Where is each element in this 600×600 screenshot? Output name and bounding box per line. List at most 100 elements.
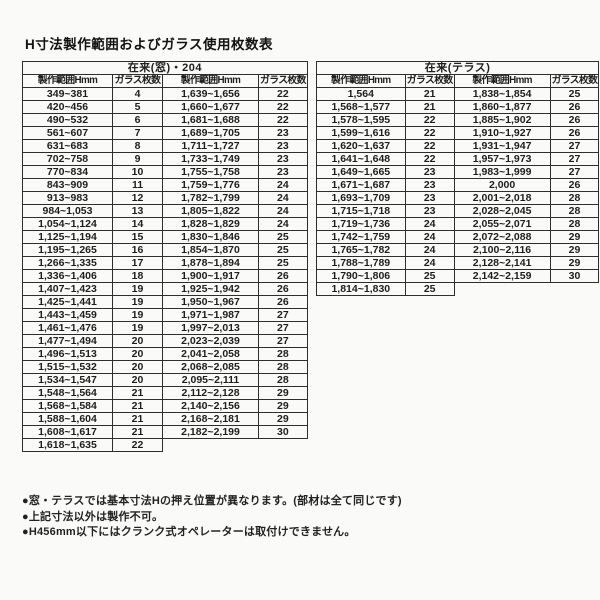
table-row: 1,425~1,441 19 1,950~1,967 26 (22, 295, 308, 309)
table-cell: 24 (404, 217, 455, 231)
table-cell: 1,814~1,830 (315, 282, 406, 296)
table-cell: 5 (112, 100, 163, 114)
table-cell: 26 (549, 113, 600, 127)
table-row: 702~758 9 1,733~1,749 23 (22, 152, 308, 166)
table-cell: 21 (112, 386, 163, 400)
table-cell: 631~683 (22, 139, 113, 153)
table-row: 1,496~1,513 20 2,041~2,058 28 (22, 347, 308, 361)
table-cell: 18 (112, 269, 163, 283)
table-cell: 21 (404, 100, 455, 114)
table-row: 1,641~1,648 22 1,957~1,973 27 (315, 152, 600, 166)
table-cell: 19 (112, 282, 163, 296)
table-cell: 21 (404, 87, 455, 101)
table-cell: 1,588~1,604 (22, 412, 113, 426)
table-cell: 2,072~2,088 (453, 230, 551, 244)
table-cell: 1,742~1,759 (315, 230, 406, 244)
table-cell: 2,000 (453, 178, 551, 192)
table-cell: 20 (112, 347, 163, 361)
table-row: 1,564 21 1,838~1,854 25 (315, 87, 600, 101)
table-cell: 2,068~2,085 (162, 360, 259, 374)
table-cell: 1,266~1,335 (22, 256, 113, 270)
table-cell: 1,910~1,927 (453, 126, 551, 140)
table-cell: 1,649~1,665 (315, 165, 406, 179)
table-cell: 2,140~2,156 (162, 399, 259, 413)
table-cell: 1,715~1,718 (315, 204, 406, 218)
table-cell: 1,534~1,547 (22, 373, 113, 387)
table-cell: 21 (112, 425, 163, 439)
table-row: 1,548~1,564 21 2,112~2,128 29 (22, 386, 308, 400)
table-cell: 27 (258, 334, 308, 348)
table-cell: 1,878~1,894 (162, 256, 259, 270)
table-cell: 1,641~1,648 (315, 152, 406, 166)
table-cell: 1,860~1,877 (453, 100, 551, 114)
table-cell: 25 (404, 282, 455, 296)
table-cell: 1,790~1,806 (315, 269, 406, 283)
table-cell: 26 (258, 269, 308, 283)
table-cell: 22 (258, 113, 308, 127)
table-cell: 1,568~1,577 (315, 100, 406, 114)
table-cell: 2,112~2,128 (162, 386, 259, 400)
table-cell: 25 (549, 87, 600, 101)
table-cell: 7 (112, 126, 163, 140)
table-cell: 1,957~1,973 (453, 152, 551, 166)
table-zairai-terrace: 在来(テラス) 製作範囲Hmm ガラス枚数 製作範囲Hmm ガラス枚数 1,564 21 1,… (315, 61, 600, 296)
table-cell: 27 (549, 165, 600, 179)
column-header: ガラス枚数 (549, 74, 600, 88)
table-cell: 2,041~2,058 (162, 347, 259, 361)
table-row: 349~381 4 1,639~1,656 22 (22, 87, 308, 101)
table-row: 1,534~1,547 20 2,095~2,111 28 (22, 373, 308, 387)
table-cell: 19 (112, 308, 163, 322)
table-cell: 1,599~1,616 (315, 126, 406, 140)
table-title: 在来(テラス) (315, 61, 600, 75)
table-cell: 2,095~2,111 (162, 373, 259, 387)
table-cell: 14 (112, 217, 163, 231)
table-cell: 1,997~2,013 (162, 321, 259, 335)
empty-region (550, 283, 599, 296)
empty-region (454, 283, 550, 296)
column-header: ガラス枚数 (112, 74, 163, 88)
table-cell: 843~909 (22, 178, 113, 192)
table-cell: 29 (549, 230, 600, 244)
table-cell: 6 (112, 113, 163, 127)
table-cell: 23 (404, 191, 455, 205)
table-cell: 1,681~1,688 (162, 113, 259, 127)
table-cell: 1,578~1,595 (315, 113, 406, 127)
table-cell: 1,931~1,947 (453, 139, 551, 153)
table-cell: 1,618~1,635 (22, 438, 113, 452)
table-row: 1,336~1,406 18 1,900~1,917 26 (22, 269, 308, 283)
table-cell: 1,950~1,967 (162, 295, 259, 309)
table-cell: 561~607 (22, 126, 113, 140)
table-cell: 24 (258, 217, 308, 231)
table-row: 1,443~1,459 19 1,971~1,987 27 (22, 308, 308, 322)
table-cell: 1,443~1,459 (22, 308, 113, 322)
table-cell: 1,828~1,829 (162, 217, 259, 231)
table-cell: 24 (258, 204, 308, 218)
table-cell: 1,496~1,513 (22, 347, 113, 361)
table-cell: 22 (404, 139, 455, 153)
table-cell: 2,028~2,045 (453, 204, 551, 218)
table-cell: 27 (549, 139, 600, 153)
table-cell: 13 (112, 204, 163, 218)
table-cell: 1,407~1,423 (22, 282, 113, 296)
table-row: 631~683 8 1,711~1,727 23 (22, 139, 308, 153)
table-cell: 20 (112, 334, 163, 348)
table-cell: 1,336~1,406 (22, 269, 113, 283)
table-cell: 1,568~1,584 (22, 399, 113, 413)
table-cell: 24 (404, 243, 455, 257)
table-cell: 22 (258, 87, 308, 101)
table-cell: 1,765~1,782 (315, 243, 406, 257)
table-cell: 1,838~1,854 (453, 87, 551, 101)
table-cell: 23 (258, 165, 308, 179)
table-cell: 2,168~2,181 (162, 412, 259, 426)
table-cell: 22 (112, 438, 163, 452)
table-cell: 23 (258, 152, 308, 166)
table-cell: 21 (112, 399, 163, 413)
table-row: 770~834 10 1,755~1,758 23 (22, 165, 308, 179)
table-row: 1,765~1,782 24 2,100~2,116 29 (315, 243, 600, 257)
table-cell: 349~381 (22, 87, 113, 101)
page-title: H寸法製作範囲およびガラス使用枚数表 (25, 37, 273, 52)
table-cell: 1,885~1,902 (453, 113, 551, 127)
table-cell: 1,425~1,441 (22, 295, 113, 309)
table-row: 1,461~1,476 19 1,997~2,013 27 (22, 321, 308, 335)
table-cell: 1,689~1,705 (162, 126, 259, 140)
